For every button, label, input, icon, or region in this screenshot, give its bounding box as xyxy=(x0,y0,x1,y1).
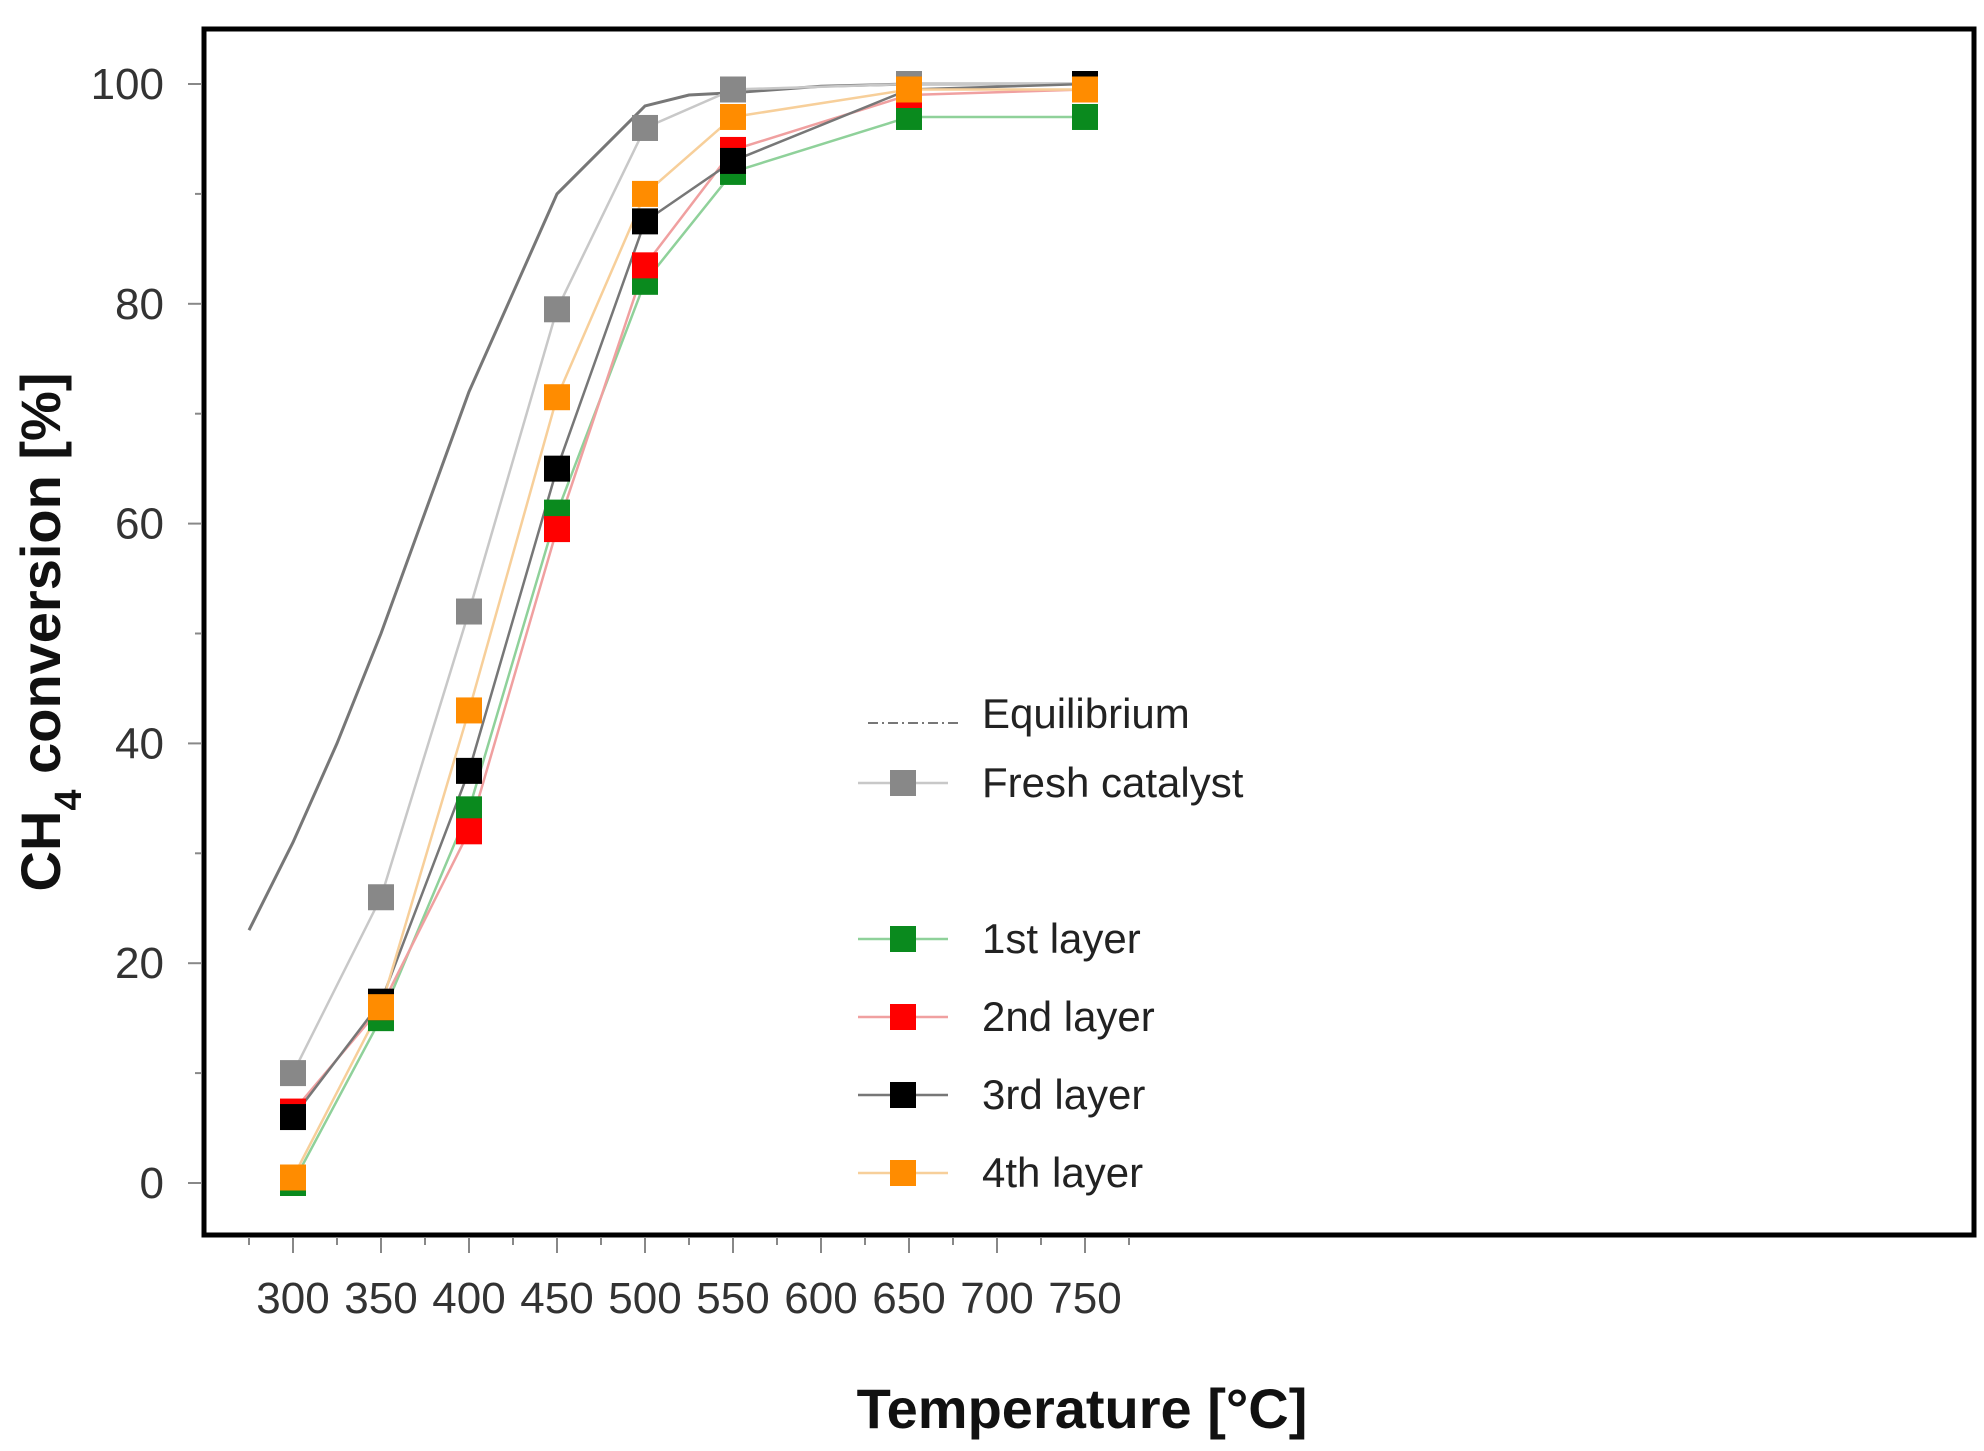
legend-marker-1st-layer xyxy=(890,926,916,952)
marker-3rd-layer xyxy=(544,455,570,482)
x-tick-label: 750 xyxy=(1048,1274,1121,1323)
y-tick-label: 0 xyxy=(140,1159,164,1208)
x-tick-label: 700 xyxy=(960,1274,1033,1323)
plot-frame xyxy=(201,26,1977,1238)
y-axis-title: CH4 conversion [%] xyxy=(9,373,90,892)
marker-4th-layer xyxy=(896,76,922,103)
marker-2nd-layer xyxy=(632,252,658,279)
marker-3rd-layer xyxy=(280,1104,306,1131)
marker-3rd-layer xyxy=(632,208,658,235)
x-tick-label: 650 xyxy=(872,1274,945,1323)
x-tick-label: 500 xyxy=(608,1274,681,1323)
y-axis-title-subscript: 4 xyxy=(48,789,90,810)
marker-2nd-layer xyxy=(456,818,482,845)
marker-3rd-layer xyxy=(720,147,746,174)
axis-ticks xyxy=(188,83,1130,1253)
y-tick-label: 80 xyxy=(115,280,164,329)
marker-4th-layer xyxy=(544,384,570,411)
marker-4th-layer xyxy=(456,697,482,724)
y-axis-title-prefix: CH xyxy=(9,811,72,892)
marker-fresh-catalyst xyxy=(544,296,570,323)
marker-4th-layer xyxy=(720,103,746,130)
y-tick-labels: 0 20 40 60 80 100 xyxy=(91,60,164,1208)
marker-fresh-catalyst xyxy=(280,1060,306,1087)
legend-marker-fresh-catalyst xyxy=(890,770,916,796)
x-tick-label: 400 xyxy=(432,1274,505,1323)
legend-label-3rd-layer: 3rd layer xyxy=(982,1071,1145,1118)
y-tick-label: 60 xyxy=(115,500,164,549)
marker-4th-layer xyxy=(368,994,394,1021)
y-tick-label: 100 xyxy=(91,60,164,109)
x-tick-label: 300 xyxy=(256,1274,329,1323)
legend-marker-2nd-layer xyxy=(890,1004,916,1030)
series-line-fresh-catalyst xyxy=(291,82,1085,1074)
series-layer xyxy=(247,71,1098,1196)
x-axis-title: Temperature [°C] xyxy=(857,1377,1308,1440)
marker-fresh-catalyst xyxy=(368,884,394,911)
marker-fresh-catalyst xyxy=(456,598,482,625)
x-tick-label: 450 xyxy=(520,1274,593,1323)
marker-4th-layer xyxy=(280,1164,306,1191)
legend-marker-3rd-layer xyxy=(890,1082,916,1108)
marker-1st-layer xyxy=(456,796,482,823)
legend-marker-4th-layer xyxy=(890,1160,916,1186)
legend-label-equilibrium: Equilibrium xyxy=(982,690,1190,737)
marker-1st-layer xyxy=(1072,103,1098,130)
marker-2nd-layer xyxy=(544,516,570,543)
y-axis-title-suffix: conversion [%] xyxy=(9,373,72,790)
legend-label-1st-layer: 1st layer xyxy=(982,915,1141,962)
series-line-2nd-layer xyxy=(292,88,1086,1113)
x-tick-label: 600 xyxy=(784,1274,857,1323)
legend: Equilibrium Fresh catalyst 1st layer 2nd l… xyxy=(858,690,1244,1196)
marker-1st-layer xyxy=(896,103,922,130)
marker-4th-layer xyxy=(1072,76,1098,103)
legend-label-fresh-catalyst: Fresh catalyst xyxy=(982,759,1244,806)
marker-fresh-catalyst xyxy=(632,114,658,141)
legend-label-2nd-layer: 2nd layer xyxy=(982,993,1155,1040)
x-tick-labels: 300 350 400 450 500 550 600 650 700 750 xyxy=(256,1274,1121,1323)
series-line-4th-layer xyxy=(291,88,1085,1179)
y-tick-label: 20 xyxy=(115,939,164,988)
x-tick-label: 350 xyxy=(344,1274,417,1323)
marker-3rd-layer xyxy=(456,757,482,784)
legend-label-4th-layer: 4th layer xyxy=(982,1149,1143,1196)
y-tick-label: 40 xyxy=(115,719,164,768)
marker-fresh-catalyst xyxy=(720,76,746,103)
x-tick-label: 550 xyxy=(696,1274,769,1323)
marker-4th-layer xyxy=(632,180,658,207)
series-line-3rd-layer xyxy=(292,82,1086,1118)
